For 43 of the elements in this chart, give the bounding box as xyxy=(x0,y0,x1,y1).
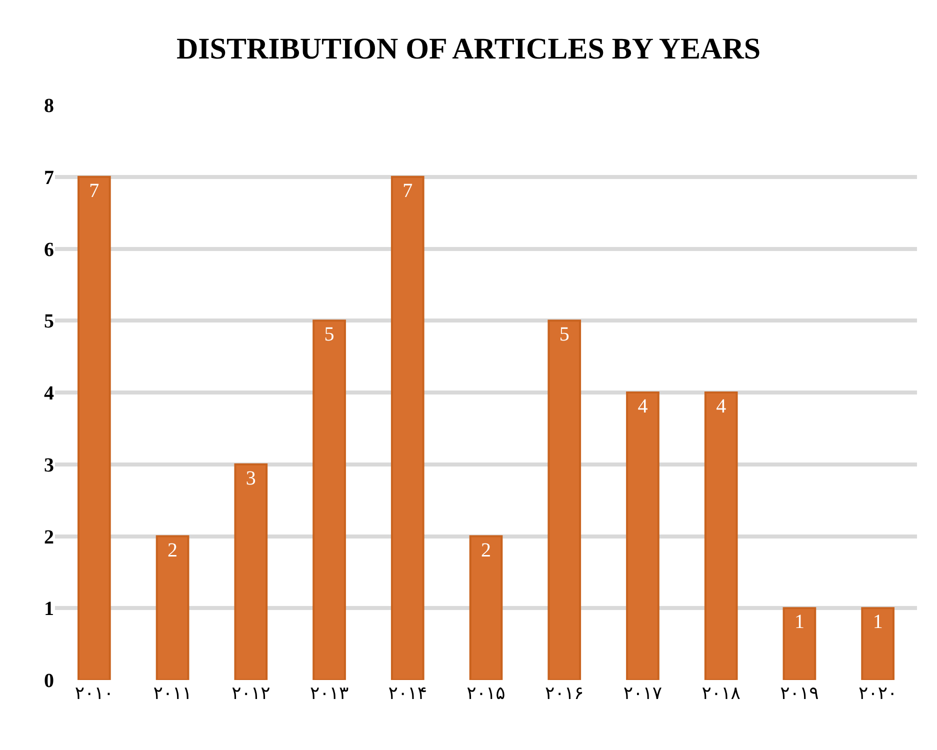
data-label: 2 xyxy=(168,539,178,562)
y-tick-label: 4 xyxy=(44,382,54,404)
y-tick-label: 8 xyxy=(44,95,54,117)
data-label: 2 xyxy=(481,539,491,562)
x-tick-label: ۲۰۱۶ xyxy=(545,683,584,704)
y-tick-label: 3 xyxy=(44,454,54,476)
data-label: 4 xyxy=(638,396,648,418)
bar xyxy=(626,392,660,680)
data-label: 1 xyxy=(872,611,883,634)
bar xyxy=(156,535,190,680)
bar xyxy=(234,463,268,680)
x-tick-label: ۲۰۱۲ xyxy=(232,683,270,704)
data-label: 7 xyxy=(89,180,100,202)
data-label: 5 xyxy=(559,324,570,346)
y-tick-label: 5 xyxy=(44,310,54,333)
data-label: 3 xyxy=(246,467,256,490)
data-label: 7 xyxy=(402,180,413,202)
data-label: 5 xyxy=(324,324,334,346)
x-tick-label: ۲۰۱۷ xyxy=(623,683,662,704)
x-tick-label: ۲۰۱۸ xyxy=(702,683,741,704)
bar xyxy=(390,176,424,680)
x-tick-label: ۲۰۲۰ xyxy=(858,683,898,704)
x-tick-label: ۲۰۱۱ xyxy=(153,683,192,704)
x-tick-label: ۲۰۱۰ xyxy=(74,683,114,704)
chart-title: DISTRIBUTION OF ARTICLES BY YEARS xyxy=(176,32,761,66)
bar xyxy=(548,320,582,680)
x-tick-label: ۲۰۱۴ xyxy=(388,683,427,704)
bar xyxy=(78,176,111,680)
bar xyxy=(704,392,738,680)
y-tick-label: 6 xyxy=(44,238,54,261)
y-tick-label: 2 xyxy=(44,526,54,548)
bar xyxy=(469,535,503,680)
y-tick-label: 0 xyxy=(44,670,54,692)
data-label: 4 xyxy=(716,396,726,418)
bar xyxy=(312,320,346,680)
x-tick-label: ۲۰۱۵ xyxy=(466,683,506,704)
bar xyxy=(861,607,894,680)
bar xyxy=(782,607,816,680)
x-tick-label: ۲۰۱۳ xyxy=(310,683,349,704)
data-label: 1 xyxy=(794,611,804,634)
x-tick-label: ۲۰۱۹ xyxy=(780,683,819,704)
y-tick-label: 1 xyxy=(44,598,54,620)
y-tick-label: 7 xyxy=(44,166,54,189)
